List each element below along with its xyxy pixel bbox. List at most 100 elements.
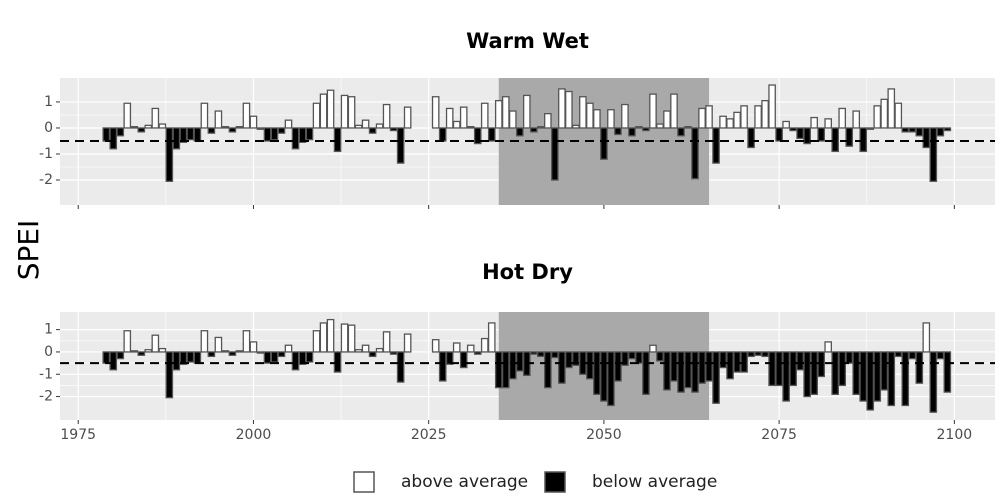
bar (438, 127, 447, 142)
bar (754, 105, 762, 129)
bar (789, 127, 797, 132)
bar (635, 351, 643, 364)
bar (200, 102, 209, 129)
bar (901, 351, 910, 407)
bar (747, 351, 755, 358)
bar (263, 127, 272, 142)
bar (775, 351, 783, 387)
bar (375, 123, 384, 129)
bar (593, 109, 601, 129)
bar (670, 93, 678, 129)
bar (663, 351, 671, 391)
bar (249, 115, 258, 129)
y-tick-label: 0 (44, 120, 53, 136)
bar (873, 105, 882, 129)
bar (319, 322, 328, 353)
bar (817, 351, 825, 378)
bar (270, 127, 279, 141)
bar (544, 351, 552, 389)
bar (831, 351, 839, 395)
bar (354, 349, 363, 353)
bar (508, 110, 517, 129)
bar (817, 127, 825, 142)
x-tick-label: 2050 (586, 427, 622, 443)
bar (733, 111, 741, 129)
bar (305, 127, 314, 141)
bar (214, 336, 223, 353)
y-tick-label: 1 (44, 94, 53, 110)
bar (572, 124, 580, 129)
bar (691, 127, 699, 180)
bar (403, 106, 412, 129)
bar (270, 351, 279, 363)
bar (866, 127, 875, 130)
x-tick-label: 2100 (937, 427, 973, 443)
bar (803, 351, 811, 398)
bar (607, 109, 615, 129)
bar (312, 102, 321, 129)
x-tick-label: 2000 (236, 427, 272, 443)
bar (761, 99, 769, 129)
bar (600, 127, 608, 160)
bar (887, 351, 896, 407)
bar (144, 124, 153, 129)
bar (340, 94, 349, 129)
bar (312, 330, 321, 353)
bar (873, 351, 882, 402)
bar (677, 127, 685, 137)
bar (179, 127, 188, 143)
bar (803, 127, 811, 145)
bar (186, 351, 195, 363)
bar (438, 351, 447, 382)
bar (186, 127, 195, 141)
bar (291, 127, 300, 150)
bar (452, 342, 461, 353)
panel-title: Warm Wet (466, 29, 589, 53)
bar (158, 123, 167, 129)
bar (116, 127, 125, 137)
bar (656, 351, 664, 362)
bar (193, 351, 202, 364)
bar (845, 127, 854, 147)
bar (607, 351, 615, 407)
bar (768, 84, 776, 129)
bar (235, 126, 244, 129)
bar (684, 351, 692, 389)
bar (754, 351, 762, 356)
bar (901, 127, 910, 133)
bar (480, 102, 489, 129)
bar (656, 123, 664, 129)
bar (642, 351, 650, 395)
bar (663, 110, 671, 129)
bar (151, 107, 160, 129)
bar (242, 330, 251, 353)
x-tick-label: 2075 (761, 427, 797, 443)
bar (207, 351, 216, 358)
bar (263, 351, 272, 364)
bar (621, 103, 629, 129)
bar (326, 318, 335, 353)
bar (347, 324, 356, 353)
bar (642, 127, 650, 132)
y-tick-label: -1 (39, 366, 53, 382)
bar (487, 127, 496, 142)
bar (768, 351, 776, 387)
panel-title: Hot Dry (482, 260, 573, 284)
bar (165, 127, 174, 182)
bar (726, 118, 734, 129)
bar (775, 127, 783, 142)
bar (887, 88, 896, 129)
bar (193, 127, 202, 142)
y-tick-label: -1 (39, 146, 53, 162)
bar (284, 344, 293, 353)
bar (915, 127, 924, 137)
bar (515, 351, 524, 372)
bar (249, 341, 258, 353)
bar (494, 99, 503, 129)
x-tick-label: 2025 (411, 427, 447, 443)
bar (466, 126, 475, 129)
bar (712, 127, 720, 164)
legend-swatch (544, 471, 566, 493)
bar (228, 127, 237, 133)
bar (487, 322, 496, 353)
